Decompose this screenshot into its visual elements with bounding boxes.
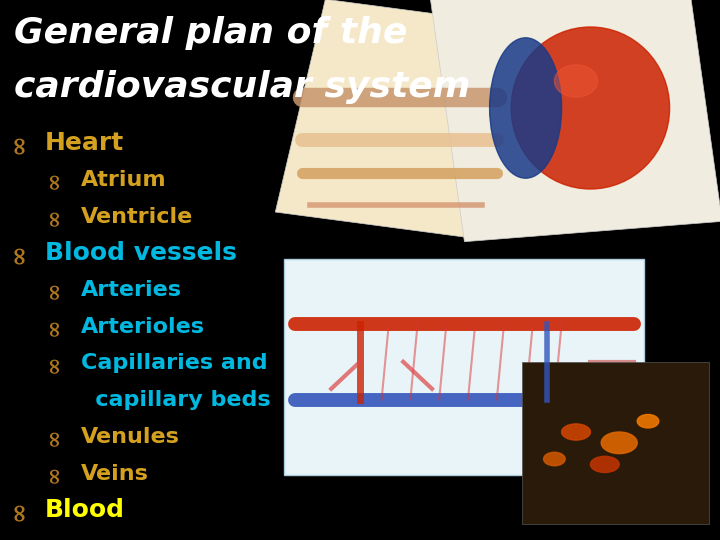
Bar (430, 0, 720, 242)
Text: ∞: ∞ (43, 318, 66, 336)
Text: Arteries: Arteries (81, 280, 181, 300)
Ellipse shape (601, 432, 637, 454)
Text: ∞: ∞ (43, 207, 66, 226)
Text: ∞: ∞ (7, 243, 31, 264)
Bar (522, 362, 709, 524)
Ellipse shape (637, 415, 659, 428)
Ellipse shape (544, 453, 565, 465)
Text: ∞: ∞ (43, 281, 66, 299)
Text: ∞: ∞ (43, 464, 66, 483)
Ellipse shape (590, 456, 619, 472)
Text: Blood vessels: Blood vessels (45, 241, 236, 265)
Text: ∞: ∞ (7, 133, 31, 153)
Text: capillary beds: capillary beds (72, 390, 271, 410)
Text: ∞: ∞ (43, 428, 66, 446)
Text: Heart: Heart (45, 131, 124, 155)
Text: Capillaries and: Capillaries and (81, 353, 267, 374)
Bar (275, 0, 524, 238)
Text: Venules: Venules (81, 427, 179, 447)
Text: General plan of the: General plan of the (14, 16, 408, 50)
Ellipse shape (562, 424, 590, 440)
Ellipse shape (554, 65, 598, 97)
Text: Atrium: Atrium (81, 170, 166, 190)
Text: Ventricle: Ventricle (81, 206, 193, 227)
Ellipse shape (490, 38, 562, 178)
Bar (284, 259, 644, 475)
Text: ∞: ∞ (43, 171, 66, 189)
Text: Arterioles: Arterioles (81, 316, 204, 337)
Ellipse shape (511, 27, 670, 189)
Text: Veins: Veins (81, 463, 148, 484)
Text: Blood: Blood (45, 498, 125, 522)
Text: cardiovascular system: cardiovascular system (14, 70, 471, 104)
Text: ∞: ∞ (7, 500, 31, 521)
Text: ∞: ∞ (43, 354, 66, 373)
